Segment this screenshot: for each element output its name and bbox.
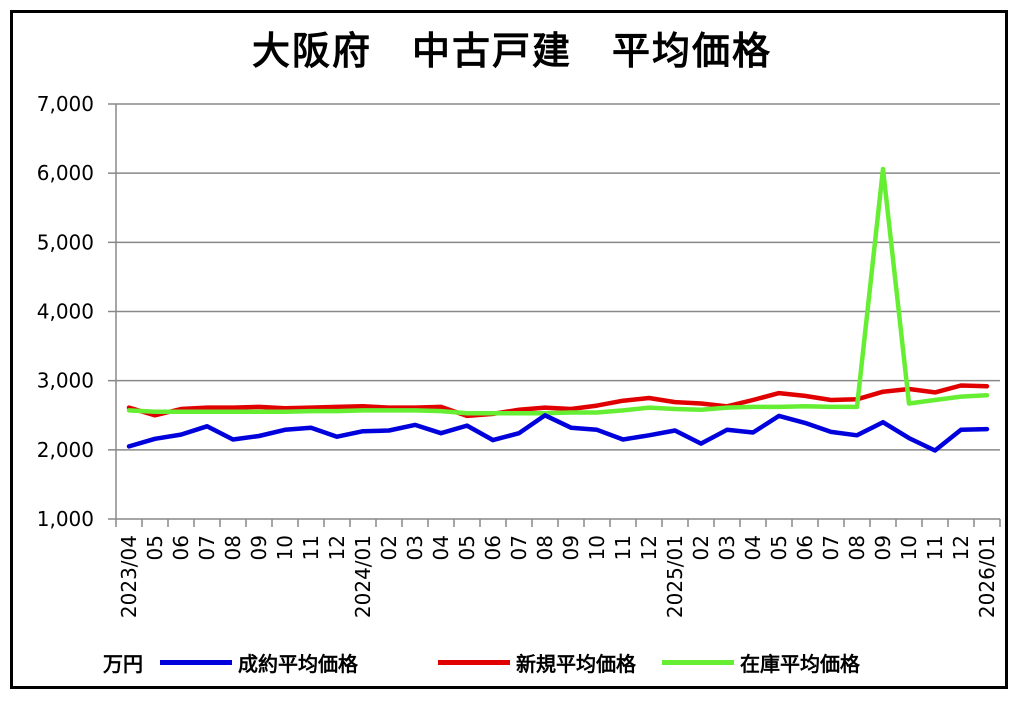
y-tick-label: 2,000	[37, 438, 94, 462]
legend: 万円 成約平均価格 新規平均価格 在庫平均価格	[0, 648, 1024, 678]
x-tick-label: 10	[585, 535, 609, 560]
series-line-contract	[126, 413, 990, 453]
y-tick-label: 6,000	[37, 161, 94, 185]
legend-item-stock: 在庫平均価格	[662, 648, 860, 677]
x-tick-label: 04	[741, 535, 765, 560]
x-tick-label: 06	[481, 535, 505, 560]
x-tick-label: 03	[715, 535, 739, 560]
x-tick-label: 2026/01	[975, 535, 999, 618]
x-tick-label: 07	[507, 535, 531, 560]
x-tick-label: 11	[923, 535, 947, 560]
x-tick-label: 08	[221, 535, 245, 560]
chart-title: 大阪府 中古戸建 平均価格	[251, 29, 772, 73]
x-tick-label: 06	[793, 535, 817, 560]
legend-swatch-stock	[662, 660, 734, 665]
chart-frame	[10, 10, 1008, 689]
x-tick-label: 10	[897, 535, 921, 560]
x-tick-label: 09	[247, 535, 271, 560]
series-line-new	[126, 383, 990, 419]
x-tick-label: 09	[559, 535, 583, 560]
y-tick-label: 1,000	[37, 507, 94, 531]
x-tick-label: 12	[325, 535, 349, 560]
x-tick-label: 08	[845, 535, 869, 560]
legend-label-contract: 成約平均価格	[238, 652, 358, 676]
x-tick-label: 05	[143, 535, 167, 560]
unit-label: 万円	[103, 652, 143, 676]
y-tick-label: 7,000	[37, 92, 94, 116]
y-tick-label: 4,000	[37, 300, 94, 324]
x-tick-label: 02	[377, 535, 401, 560]
x-tick-label: 07	[819, 535, 843, 560]
x-tick-label: 08	[533, 535, 557, 560]
legend-swatch-contract	[160, 660, 232, 665]
series-line-stock	[126, 166, 990, 416]
x-tick-label: 11	[299, 535, 323, 560]
x-tick-label: 2024/01	[351, 535, 375, 618]
x-tick-label: 11	[611, 535, 635, 560]
x-tick-label: 02	[689, 535, 713, 560]
x-tick-label: 07	[195, 535, 219, 560]
legend-item-new: 新規平均価格	[438, 648, 636, 677]
x-tick-label: 03	[403, 535, 427, 560]
x-tick-label: 05	[767, 535, 791, 560]
x-tick-label: 05	[455, 535, 479, 560]
y-tick-label: 5,000	[37, 230, 94, 254]
x-tick-label: 10	[273, 535, 297, 560]
x-tick-labels: 2023/04 05 06 07 08 09 10 11 12 2024/01 02 03 04 05 06…	[117, 535, 999, 618]
x-tick-label: 12	[637, 535, 661, 560]
x-tick-label: 09	[871, 535, 895, 560]
legend-swatch-new	[438, 660, 510, 665]
legend-label-new: 新規平均価格	[516, 652, 636, 676]
x-tick-label: 2025/01	[663, 535, 687, 618]
legend-label-stock: 在庫平均価格	[740, 652, 860, 676]
grid-lines	[116, 103, 1000, 451]
x-tick-label: 12	[949, 535, 973, 560]
y-tick-label: 3,000	[37, 369, 94, 393]
legend-item-contract: 成約平均価格	[160, 648, 358, 677]
axes	[108, 103, 1001, 527]
y-tick-labels: 1,000 2,000 3,000 4,000 5,000 6,000 7,000	[37, 92, 94, 531]
x-tick-label: 04	[429, 535, 453, 560]
x-tick-label: 2023/04	[117, 535, 141, 618]
x-tick-label: 06	[169, 535, 193, 560]
series-lines	[126, 166, 990, 453]
